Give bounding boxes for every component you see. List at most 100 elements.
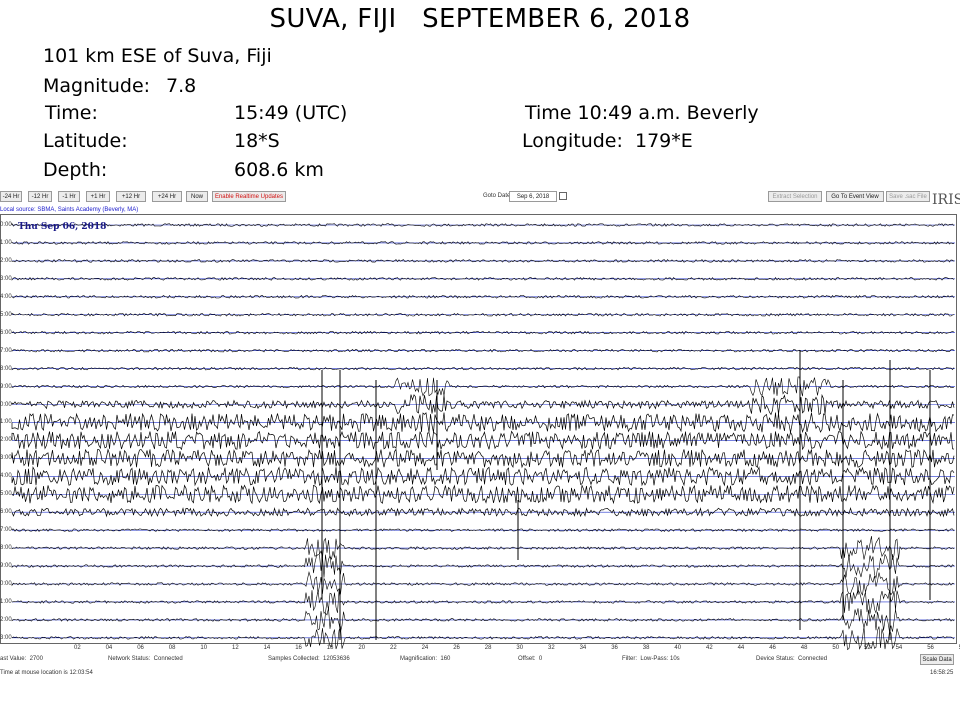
x-tick-label: 44 (737, 645, 745, 651)
event-view-button[interactable]: Go To Event View (826, 191, 884, 202)
plus-1hr-button[interactable]: +1 Hr (86, 191, 110, 202)
now-button[interactable]: Now (186, 191, 208, 202)
x-tick-label: 50 (832, 645, 840, 651)
x-tick-label: 06 (137, 645, 144, 651)
hour-label: 8:00 (0, 545, 12, 552)
plus-12hr-button[interactable]: +12 Hr (116, 191, 146, 202)
seismogram-trace (11, 366, 955, 371)
plus-24hr-button[interactable]: +24 Hr (152, 191, 182, 202)
hour-label: 3:00 (0, 275, 12, 282)
x-tick-label: 12 (232, 645, 239, 651)
x-tick-label: 52 (864, 645, 871, 651)
scale-data-button[interactable]: Scale Data (920, 654, 954, 665)
hour-label: 1:00 (0, 239, 12, 246)
samples-collected: Samples Collected: 12053636 (268, 656, 350, 662)
latitude-value: 18*S (234, 130, 280, 152)
x-tick-label: 46 (769, 645, 776, 651)
hour-label: 5:00 (0, 311, 12, 318)
hour-label: 9:00 (0, 383, 12, 390)
seismogram-trace (11, 294, 955, 299)
x-tick-label: 16 (295, 645, 302, 651)
seismogram-trace (11, 277, 955, 281)
x-tick-label: 20 (358, 645, 366, 651)
hour-label: 3:00 (0, 455, 12, 462)
toolbar: -24 Hr -12 Hr -1 Hr +1 Hr +12 Hr +24 Hr … (0, 190, 960, 204)
hour-label: 4:00 (0, 293, 12, 300)
x-tick-label: 28 (484, 645, 492, 651)
hour-label: 4:00 (0, 473, 12, 480)
x-tick-label: 32 (548, 645, 555, 651)
seismogram-trace (11, 330, 955, 335)
filter: Filter: Low-Pass: 10s (622, 656, 680, 662)
local-source-label: Local source: SBMA, Saints Academy (Beve… (0, 207, 139, 213)
network-status: Network Status: Connected (108, 656, 183, 662)
hour-label: 2:00 (0, 437, 12, 444)
hour-label: 0:00 (0, 401, 12, 408)
seismogram-trace (11, 589, 955, 615)
x-tick-label: 30 (516, 645, 524, 651)
hour-label: 5:00 (0, 491, 12, 498)
x-tick-label: 54 (895, 645, 903, 651)
time-label: Time: (45, 102, 98, 124)
offset: Offset: 0 (518, 656, 543, 662)
x-tick-label: 26 (453, 645, 460, 651)
minus-1hr-button[interactable]: -1 Hr (58, 191, 80, 202)
hour-label: 9:00 (0, 563, 12, 570)
device-status: Device Status: Connected (756, 656, 828, 662)
x-tick-label: 24 (421, 645, 429, 651)
hour-label: 7:00 (0, 527, 12, 534)
page-title: SUVA, FIJI SEPTEMBER 6, 2018 (269, 4, 691, 34)
x-tick-label: 48 (800, 645, 808, 651)
seismogram-trace (11, 348, 955, 353)
x-tick-label: 04 (105, 645, 113, 651)
seismogram-trace (11, 222, 955, 227)
seismogram-trace (11, 393, 955, 416)
x-tick-label: 56 (927, 645, 934, 651)
seismogram-trace (11, 571, 955, 596)
hour-label: 0:00 (0, 222, 12, 228)
hour-label: 2:00 (0, 257, 12, 264)
extract-selection-button[interactable]: Extract Selection (768, 191, 822, 202)
minus-12hr-button[interactable]: -12 Hr (28, 191, 52, 202)
seismogram-trace (11, 259, 955, 263)
x-tick-label: 14 (263, 645, 271, 651)
seismogram-trace (11, 626, 955, 651)
seismogram-trace (11, 466, 955, 487)
seismogram-trace (11, 376, 955, 397)
save-sac-button[interactable]: Save .sac File (886, 191, 930, 202)
calendar-icon[interactable] (559, 192, 567, 200)
x-tick-label: 10 (200, 645, 208, 651)
hour-label: 2:00 (0, 616, 12, 623)
seismogram-trace (11, 553, 955, 579)
seismogram-trace (11, 484, 955, 505)
iris-logo: IRIS (932, 192, 960, 208)
x-tick-label: 38 (642, 645, 650, 651)
hour-label: 3:00 (0, 634, 12, 641)
x-tick-label: 22 (390, 645, 397, 651)
x-tick-label: 58 (959, 645, 960, 651)
longitude: Longitude: 179*E (522, 130, 693, 152)
seismogram-trace (11, 312, 955, 317)
seismogram-trace (11, 528, 955, 532)
x-tick-label: 18 (326, 645, 334, 651)
helicorder-frame[interactable] (0, 214, 957, 644)
minus-24hr-button[interactable]: -24 Hr (0, 191, 22, 202)
mouse-time: Time at mouse location is 12:03:54 (0, 670, 93, 676)
magnitude-label: Magnitude: (43, 75, 151, 97)
hour-label: 1:00 (0, 598, 12, 605)
local-time: Time 10:49 a.m. Beverly (525, 102, 759, 124)
clock: 16:58:25 (930, 670, 954, 676)
event-location: 101 km ESE of Suva, Fiji (43, 45, 272, 67)
x-tick-label: 02 (74, 645, 81, 651)
seismogram-trace (11, 430, 955, 451)
magnification: Magnification: 160 (400, 656, 451, 662)
realtime-updates-button[interactable]: Enable Realtime Updates (212, 191, 286, 202)
depth-value: 608.6 km (234, 159, 324, 181)
hour-label: 6:00 (0, 329, 12, 336)
goto-date-input[interactable]: Sep 6, 2018 (509, 191, 557, 202)
seismogram-trace (11, 536, 955, 560)
x-tick-label: 34 (579, 645, 587, 651)
x-tick-label: 42 (706, 645, 713, 651)
goto-date-label: Goto Date: (483, 193, 513, 199)
